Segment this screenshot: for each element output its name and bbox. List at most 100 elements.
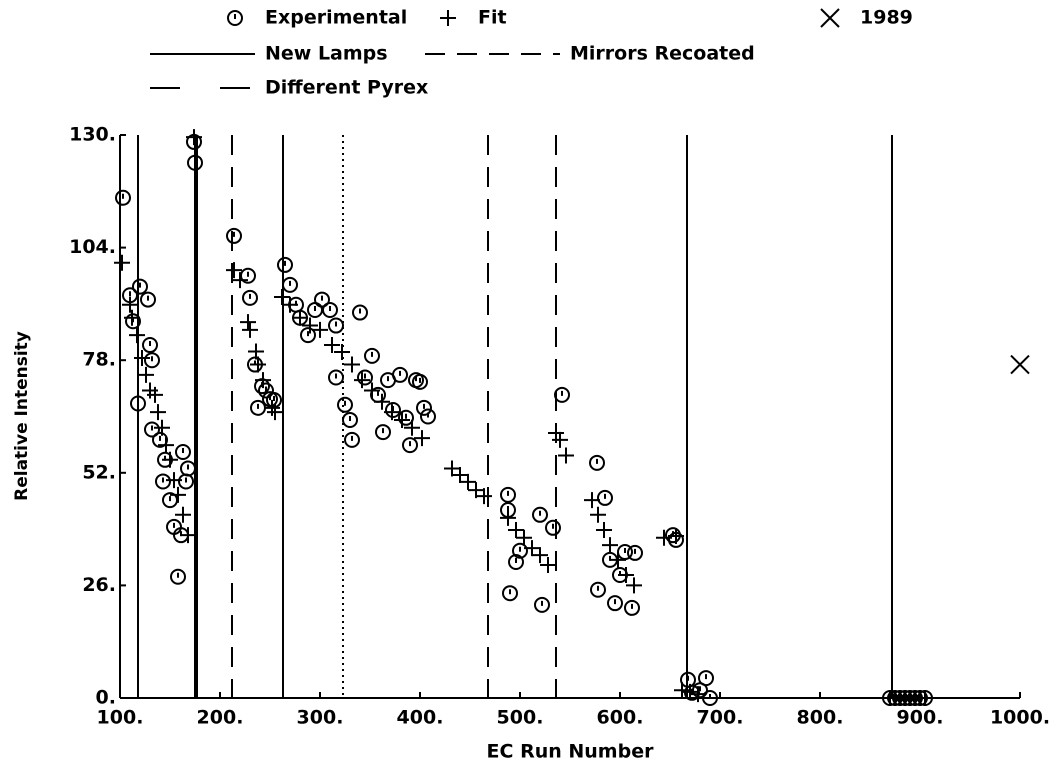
point-plus (364, 382, 380, 399)
point-octagon (155, 473, 172, 490)
point-plus (524, 540, 540, 557)
point-plus (552, 431, 568, 448)
point-plus (690, 686, 706, 703)
legend-label: 1989 (860, 7, 913, 29)
legend-marker (227, 10, 244, 26)
point-plus (166, 472, 182, 489)
point-plus (232, 272, 248, 289)
point-octagon (342, 411, 359, 428)
point-octagon (534, 596, 551, 613)
point-plus (558, 447, 574, 464)
x-tick-label: 400. (397, 707, 444, 729)
point-octagon (115, 189, 132, 206)
point-plus (668, 528, 684, 545)
point-octagon (416, 399, 433, 416)
point-plus (656, 529, 672, 546)
point-octagon (412, 373, 429, 390)
point-octagon (597, 489, 614, 506)
point-plus (540, 557, 556, 574)
point-octagon (392, 366, 409, 383)
point-octagon (532, 506, 549, 523)
point-plus (500, 509, 516, 526)
point-plus (532, 547, 548, 564)
point-octagon (702, 690, 719, 706)
y-tick-label: 52. (82, 461, 116, 483)
point-octagon (512, 542, 529, 559)
point-plus (674, 682, 690, 699)
point-octagon (142, 337, 159, 354)
point-plus (460, 473, 476, 490)
point-plus (122, 296, 138, 313)
point-plus (452, 466, 468, 483)
point-octagon (262, 391, 279, 408)
x-tick-label: 500. (497, 707, 544, 729)
point-octagon (375, 424, 392, 441)
point-octagon (328, 317, 345, 334)
x-tick-label: 100. (97, 707, 144, 729)
point-octagon (370, 386, 387, 403)
x-axis-label: EC Run Number (487, 741, 655, 763)
legend-label: Fit (478, 7, 507, 29)
point-plus (508, 521, 524, 538)
point-plus (334, 343, 350, 360)
point-plus (274, 288, 290, 305)
point-plus (618, 567, 634, 584)
point-plus (596, 521, 612, 538)
point-octagon (617, 544, 634, 561)
point-octagon (328, 369, 345, 386)
x-tick-label: 600. (597, 707, 644, 729)
point-octagon (502, 585, 519, 602)
point-octagon (508, 554, 525, 571)
point-octagon (307, 301, 324, 318)
point-plus (414, 430, 430, 447)
point-octagon (144, 352, 161, 369)
point-octagon (170, 568, 187, 585)
point-plus (147, 386, 163, 403)
point-plus (124, 309, 140, 326)
point-cross (1010, 354, 1030, 375)
point-plus (584, 492, 600, 509)
x-tick-label: 200. (197, 707, 244, 729)
point-plus (394, 411, 410, 428)
point-plus (154, 419, 170, 436)
point-plus (250, 356, 266, 373)
point-plus (134, 350, 150, 367)
point-plus (602, 537, 618, 554)
point-octagon (500, 486, 517, 503)
point-octagon (277, 256, 294, 273)
point-octagon (258, 382, 275, 399)
point-octagon (402, 437, 419, 454)
point-octagon (282, 276, 299, 293)
y-tick-label: 0. (96, 687, 116, 709)
point-plus (158, 437, 174, 454)
point-octagon (364, 347, 381, 364)
point-plus (267, 404, 283, 421)
point-plus (175, 506, 191, 523)
point-octagon (357, 369, 374, 386)
point-octagon (545, 519, 562, 536)
point-octagon (266, 392, 283, 409)
point-plus (264, 399, 280, 416)
point-plus (240, 314, 256, 331)
point-plus (476, 488, 492, 505)
y-axis-label: Relative Intensity (12, 331, 32, 501)
point-plus (590, 506, 606, 523)
point-octagon (337, 396, 354, 413)
point-octagon (344, 431, 361, 448)
point-plus (404, 419, 420, 436)
point-plus (324, 337, 340, 354)
point-octagon (178, 473, 195, 490)
point-plus (255, 372, 271, 389)
point-plus (226, 262, 242, 279)
point-octagon (627, 544, 644, 561)
point-plus (180, 527, 196, 544)
x-tick-label: 900. (897, 707, 944, 729)
legend-marker (440, 10, 456, 26)
point-octagon (420, 408, 437, 425)
point-octagon (607, 595, 624, 612)
point-plus (162, 451, 178, 468)
point-plus (302, 317, 318, 334)
point-plus (282, 296, 298, 313)
y-tick-label: 26. (82, 574, 116, 596)
point-octagon (698, 670, 715, 687)
